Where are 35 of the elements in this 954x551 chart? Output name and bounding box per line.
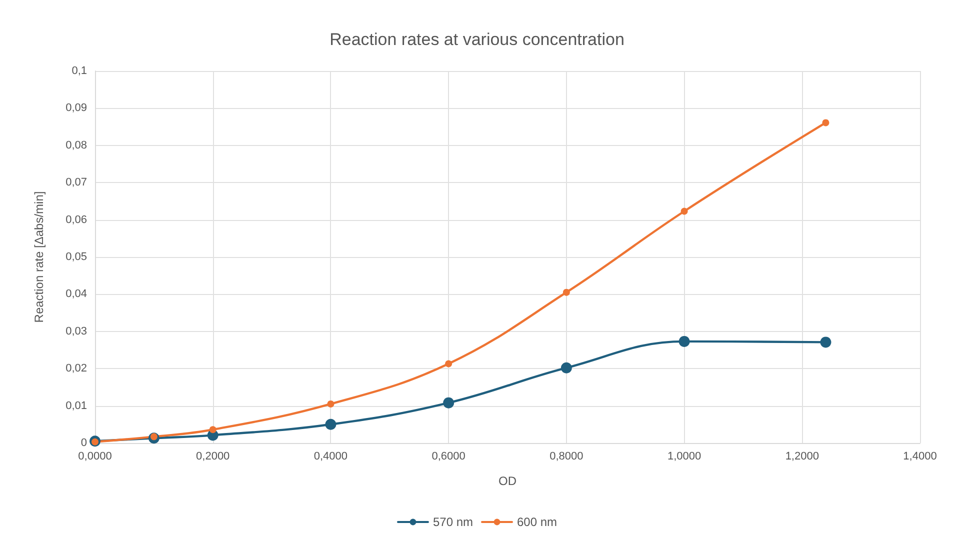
x-tick-label: 0,4000 [314,450,348,462]
x-tick-label: 0,8000 [550,450,584,462]
y-tick-label: 0,01 [66,400,87,412]
legend-label: 600 nm [517,515,558,529]
point [445,360,452,368]
point [820,336,832,348]
y-tick-label: 0,06 [66,214,87,226]
y-axis-title: Reaction rate [Δabs/min] [32,191,46,323]
y-tick-label: 0,02 [66,362,87,375]
y-tick-label: 0,03 [66,325,87,338]
y-tick-label: 0 [80,437,87,449]
x-tick-label: 1,0000 [667,450,702,462]
y-tick-label: 0,05 [66,251,87,263]
x-tick-label: 0,6000 [432,450,466,462]
y-tick-label: 0,08 [66,139,87,152]
x-axis-title: OD [498,474,517,488]
y-tick-label: 0,09 [66,102,87,114]
x-tick-label: 1,2000 [785,450,819,462]
legend-label: 570 nm [432,515,474,529]
point [209,426,216,434]
point [443,397,454,408]
point [822,119,830,126]
chart-title: Reaction rates at various concentration [330,30,624,49]
x-tick-label: 0,2000 [196,450,230,462]
point [325,418,336,430]
y-tick-label: 0,07 [66,176,87,189]
point [560,362,572,374]
x-tick-label: 1,4000 [903,450,937,462]
point [680,208,688,215]
y-tick-label: 0,1 [72,65,87,77]
y-tick-label: 0,04 [66,288,87,300]
point [678,336,690,347]
point [327,400,334,408]
x-tick-label: 0,0000 [78,450,112,462]
point [562,288,570,296]
